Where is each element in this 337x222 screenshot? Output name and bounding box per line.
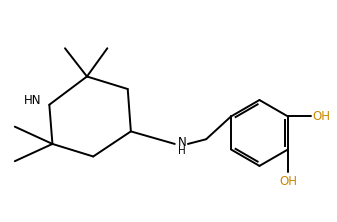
Text: HN: HN [24, 95, 42, 107]
Text: OH: OH [312, 110, 330, 123]
Text: H: H [178, 146, 186, 156]
Text: OH: OH [279, 175, 297, 188]
Text: N: N [178, 136, 187, 149]
